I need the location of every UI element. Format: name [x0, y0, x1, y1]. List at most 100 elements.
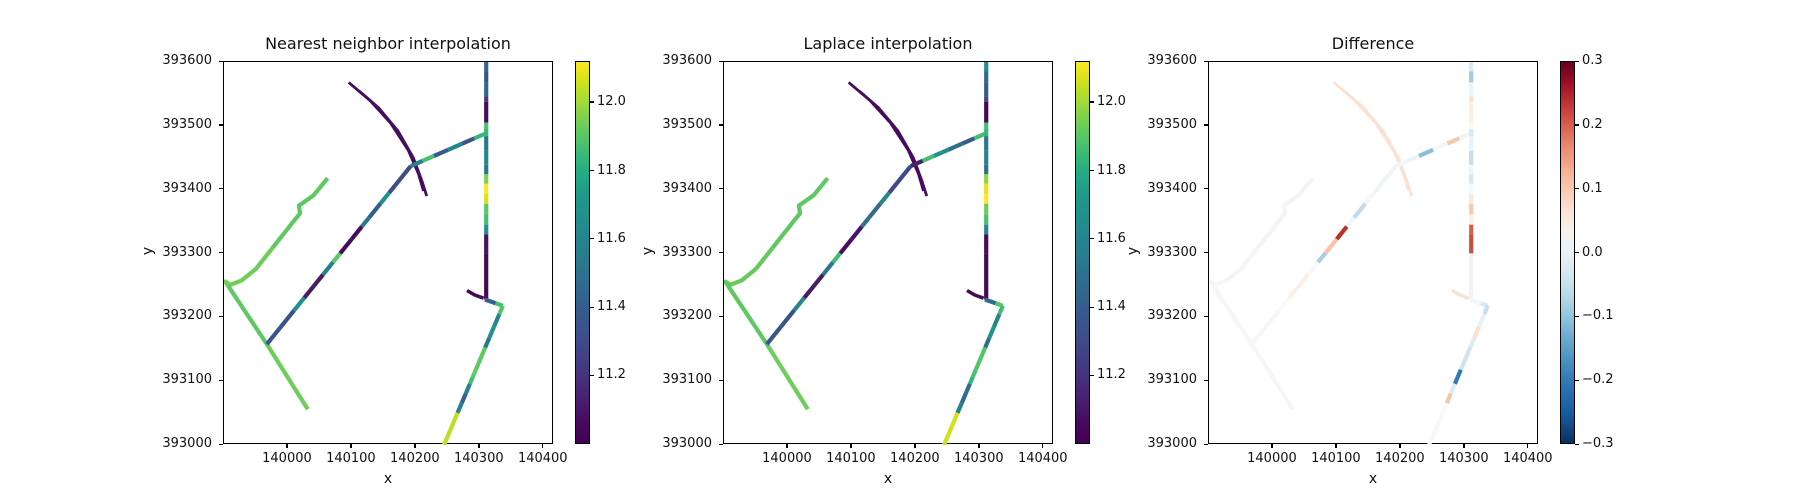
- street-segment-south-diagonal: [992, 313, 1002, 328]
- x-tickmark: [286, 444, 288, 448]
- x-tickmark: [350, 444, 352, 448]
- street-segment-long-diagonal: [831, 251, 842, 264]
- y-tick-label: 393200: [162, 308, 212, 324]
- street-segment-south-diagonal: [987, 325, 996, 339]
- colorbar-tick-label: 12.0: [597, 93, 626, 109]
- x-tick-label: 140000: [262, 451, 312, 466]
- street-segment-south-diagonal: [1427, 412, 1445, 445]
- street-map-nearest-neighbor: [224, 62, 505, 445]
- street-segment-long-diagonal: [350, 225, 364, 241]
- street-segment-long-diagonal: [1306, 260, 1320, 277]
- street-segment-green-L-street: [270, 176, 330, 250]
- street-segment-long-diagonal: [1372, 164, 1398, 195]
- colorbar-difference: [1560, 61, 1575, 444]
- y-tickmark: [219, 443, 223, 445]
- street-segment-long-diagonal: [378, 191, 391, 205]
- x-tick-label: 140300: [953, 451, 1004, 466]
- street-segment-long-diagonal: [338, 237, 354, 255]
- x-tick-label: 140100: [326, 451, 376, 466]
- street-segment-south-diagonal: [1472, 325, 1481, 339]
- x-tickmark: [542, 444, 544, 448]
- y-tickmark: [1204, 124, 1208, 126]
- colorbar-tickmark: [1575, 252, 1579, 254]
- x-tick-label: 140400: [1017, 451, 1068, 466]
- street-segment-branch-to-vertical: [1458, 131, 1472, 141]
- street-segment-branch-to-vertical: [421, 154, 435, 163]
- colorbar-tick-label: 11.2: [597, 367, 626, 383]
- street-segment-branch-to-vertical: [1394, 158, 1409, 168]
- street-segment-south-diagonal: [467, 375, 475, 385]
- x-tickmark: [1527, 444, 1529, 448]
- colorbar-tick-label: −0.2: [1582, 372, 1614, 388]
- colorbar-tickmark: [590, 170, 594, 172]
- y-tickmark: [719, 188, 723, 190]
- plot-title-difference: Difference: [1331, 34, 1415, 53]
- y-axis-label-laplace: y: [640, 246, 656, 255]
- colorbar-tick-label: 11.6: [597, 230, 626, 246]
- x-axis-label-difference: x: [1368, 471, 1378, 487]
- colorbar-tickmark: [1090, 238, 1094, 240]
- y-tickmark: [719, 252, 723, 254]
- street-map-laplace: [724, 62, 1005, 445]
- y-tick-label: 393200: [1147, 308, 1197, 324]
- y-tick-label: 393300: [1147, 244, 1197, 260]
- street-segment-long-diagonal: [302, 273, 325, 300]
- colorbar-laplace: [1075, 61, 1090, 444]
- street-segment-south-diagonal: [1477, 313, 1487, 328]
- y-tick-label: 393100: [1147, 372, 1197, 388]
- x-tickmark: [1399, 444, 1401, 448]
- y-tickmark: [719, 315, 723, 318]
- colorbar-tickmark: [1090, 306, 1094, 308]
- street-segment-south-diagonal: [967, 375, 975, 385]
- street-segment-branch-to-vertical: [447, 141, 464, 152]
- colorbar-tickmark: [1575, 443, 1579, 445]
- axes-difference: [1208, 61, 1538, 445]
- street-segment-double-street-b: [1343, 90, 1414, 197]
- street-segment-long-diagonal: [838, 237, 854, 255]
- y-axis-label-difference: y: [1125, 246, 1141, 255]
- street-segment-south-diagonal: [483, 337, 492, 349]
- y-tickmark: [1204, 252, 1208, 254]
- street-segment-green-L-street: [266, 345, 310, 411]
- street-segment-south-diagonal: [997, 305, 1005, 316]
- street-segment-branch-to-vertical: [473, 131, 487, 141]
- y-tick-label: 393100: [162, 372, 212, 388]
- street-segment-long-diagonal: [821, 260, 835, 277]
- street-segment-long-diagonal: [1250, 308, 1281, 346]
- x-tickmark: [978, 444, 980, 448]
- x-tickmark: [478, 444, 480, 448]
- y-axis-label-nearest-neighbor: y: [140, 246, 156, 255]
- street-segment-long-diagonal: [331, 251, 342, 264]
- x-tickmark: [1042, 444, 1044, 448]
- y-tickmark: [219, 315, 223, 318]
- y-tick-label: 393000: [162, 436, 212, 451]
- y-tick-label: 393400: [162, 180, 212, 196]
- street-segment-south-diagonal: [487, 325, 496, 339]
- street-segment-south-diagonal: [983, 337, 992, 349]
- street-segment-long-diagonal: [360, 216, 371, 228]
- colorbar-tick-label: 12.0: [1097, 93, 1126, 109]
- colorbar-tickmark: [1090, 170, 1094, 172]
- y-tick-label: 393600: [1147, 53, 1197, 68]
- street-segment-green-L-street: [1209, 246, 1260, 287]
- street-segment-south-diagonal: [1452, 375, 1460, 385]
- colorbar-tick-label: 11.8: [1097, 162, 1126, 178]
- y-tickmark: [219, 124, 223, 126]
- colorbar-tickmark: [1575, 60, 1579, 62]
- street-segment-branch-to-vertical: [461, 136, 476, 146]
- y-tickmark: [719, 379, 723, 381]
- street-segment-long-diagonal: [765, 308, 796, 346]
- y-tick-label: 393400: [1147, 180, 1197, 196]
- street-segment-long-diagonal: [1363, 191, 1376, 205]
- street-segment-south-diagonal: [1468, 337, 1477, 349]
- street-map-difference: [1209, 62, 1490, 445]
- colorbar-nearest-neighbor: [575, 61, 590, 444]
- street-segment-corner-link: [484, 297, 497, 306]
- y-tick-label: 393600: [662, 53, 712, 68]
- y-tick-label: 393000: [1147, 436, 1197, 451]
- street-segment-south-diagonal: [1455, 369, 1463, 378]
- street-segment-long-diagonal: [887, 164, 913, 195]
- colorbar-tick-label: 0.1: [1582, 180, 1603, 196]
- street-segment-branch-to-vertical: [1418, 147, 1434, 158]
- y-tick-label: 393400: [662, 180, 712, 196]
